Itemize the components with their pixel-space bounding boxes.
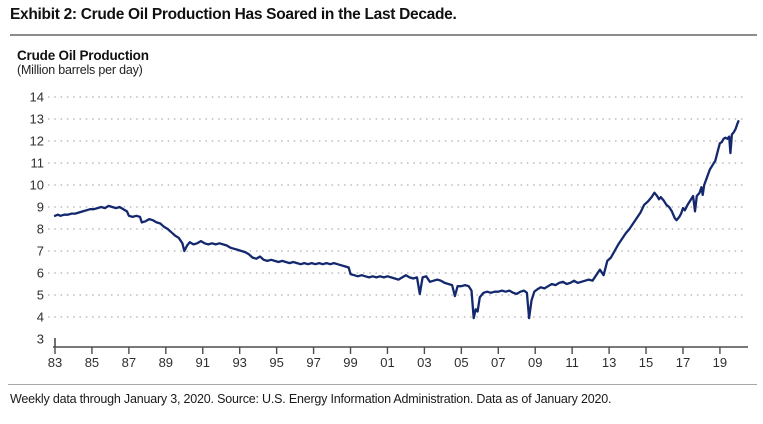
y-axis-tick-label: 10 (30, 178, 44, 193)
x-axis-tick-label: 89 (159, 355, 173, 370)
x-axis-tick-label: 91 (196, 355, 210, 370)
y-axis-tick-label: 9 (37, 200, 44, 215)
y-axis-tick-label: 13 (30, 112, 44, 127)
chart-title: Crude Oil Production (17, 48, 149, 63)
x-axis-tick-label: 87 (122, 355, 136, 370)
x-axis-tick-label: 09 (528, 355, 542, 370)
y-axis-tick-label: 6 (37, 266, 44, 281)
x-axis-tick-label: 11 (565, 355, 579, 370)
x-axis-tick-label: 99 (343, 355, 357, 370)
x-axis-tick-label: 13 (602, 355, 616, 370)
exhibit-title: Exhibit 2: Crude Oil Production Has Soar… (10, 6, 457, 23)
y-axis-tick-label: 12 (30, 134, 44, 149)
x-axis-tick-label: 85 (85, 355, 99, 370)
production-line (53, 120, 740, 320)
title-divider (10, 34, 757, 36)
y-axis-tick-label: 11 (31, 156, 45, 171)
x-axis-tick-label: 19 (713, 355, 727, 370)
x-axis-tick-label: 07 (491, 355, 505, 370)
x-axis-tick-label: 03 (417, 355, 431, 370)
y-axis-tick-label: 3 (37, 332, 44, 347)
x-axis-tick-label: 97 (306, 355, 320, 370)
x-axis-tick-label: 05 (454, 355, 468, 370)
y-axis-tick-label: 8 (37, 222, 44, 237)
x-axis-tick-label: 01 (380, 355, 394, 370)
source-note: Weekly data through January 3, 2020. Sou… (10, 392, 612, 406)
y-axis-tick-label: 5 (37, 288, 44, 303)
footer-divider (8, 384, 757, 385)
x-axis-tick-label: 15 (639, 355, 653, 370)
y-axis-tick-label: 14 (30, 90, 44, 105)
x-axis-tick-label: 17 (676, 355, 690, 370)
chart-units-label: (Million barrels per day) (17, 63, 143, 77)
x-axis-tick-label: 93 (232, 355, 246, 370)
y-axis-tick-label: 4 (37, 310, 44, 325)
x-axis-tick-label: 83 (48, 355, 62, 370)
y-axis-tick-label: 7 (37, 244, 44, 259)
x-axis-tick-label: 95 (269, 355, 283, 370)
